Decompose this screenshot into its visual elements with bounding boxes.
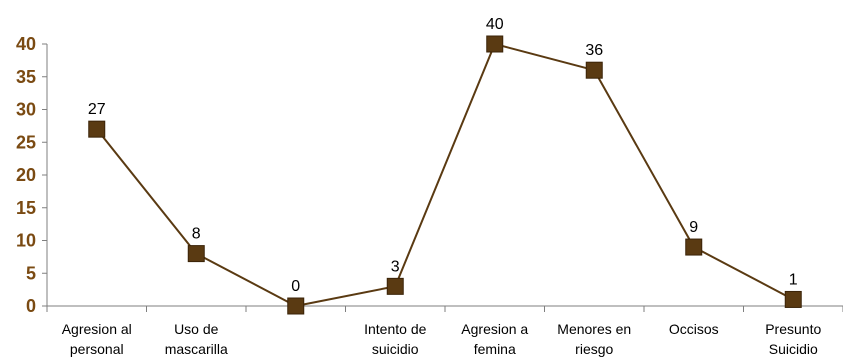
x-axis-tick-labels: Agresion al personal Uso de mascarilla Inten… bbox=[62, 321, 822, 357]
y-tick-label: 25 bbox=[16, 132, 36, 152]
y-tick-label: 40 bbox=[16, 34, 36, 54]
x-tick-label: Agresion al personal bbox=[62, 321, 132, 357]
data-label: 36 bbox=[585, 42, 603, 59]
y-tick-label: 20 bbox=[16, 165, 36, 185]
data-point-marker bbox=[287, 297, 305, 315]
x-tick-label: Intento de suicidio bbox=[364, 321, 426, 357]
y-tick-label: 35 bbox=[16, 67, 36, 87]
y-tick-label: 5 bbox=[26, 263, 36, 283]
data-label: 1 bbox=[789, 271, 798, 288]
data-label: 27 bbox=[88, 101, 106, 118]
data-label: 3 bbox=[391, 258, 400, 275]
series-markers bbox=[88, 35, 802, 315]
data-point-marker bbox=[187, 245, 205, 263]
axes bbox=[42, 43, 843, 312]
x-tick-label: Agresion a femina bbox=[461, 321, 528, 357]
data-label: 9 bbox=[689, 219, 698, 236]
x-tick-label: Menores en riesgo bbox=[557, 321, 631, 357]
y-tick-label: 0 bbox=[26, 296, 36, 316]
y-tick-label: 10 bbox=[16, 231, 36, 251]
x-tick-label: Presunto Suicidio bbox=[765, 321, 821, 357]
data-point-marker bbox=[784, 290, 802, 308]
data-point-marker bbox=[685, 238, 703, 256]
data-labels: 27 8 0 3 40 36 9 1 bbox=[88, 16, 798, 295]
data-point-marker bbox=[585, 61, 603, 79]
series-line-layer bbox=[95, 43, 794, 307]
data-point-marker bbox=[486, 35, 504, 53]
data-point-marker bbox=[386, 277, 404, 295]
x-tick-label: Occisos bbox=[669, 321, 719, 337]
data-label: 8 bbox=[192, 226, 201, 243]
y-tick-label: 15 bbox=[16, 198, 36, 218]
series-line bbox=[95, 43, 794, 307]
data-point-marker bbox=[88, 120, 106, 138]
y-axis-tick-labels: 0 5 10 15 20 25 30 35 40 bbox=[16, 34, 36, 316]
data-label: 40 bbox=[486, 16, 504, 33]
y-tick-label: 30 bbox=[16, 100, 36, 120]
data-label: 0 bbox=[291, 278, 300, 295]
x-tick-label: Uso de mascarilla bbox=[165, 321, 228, 357]
